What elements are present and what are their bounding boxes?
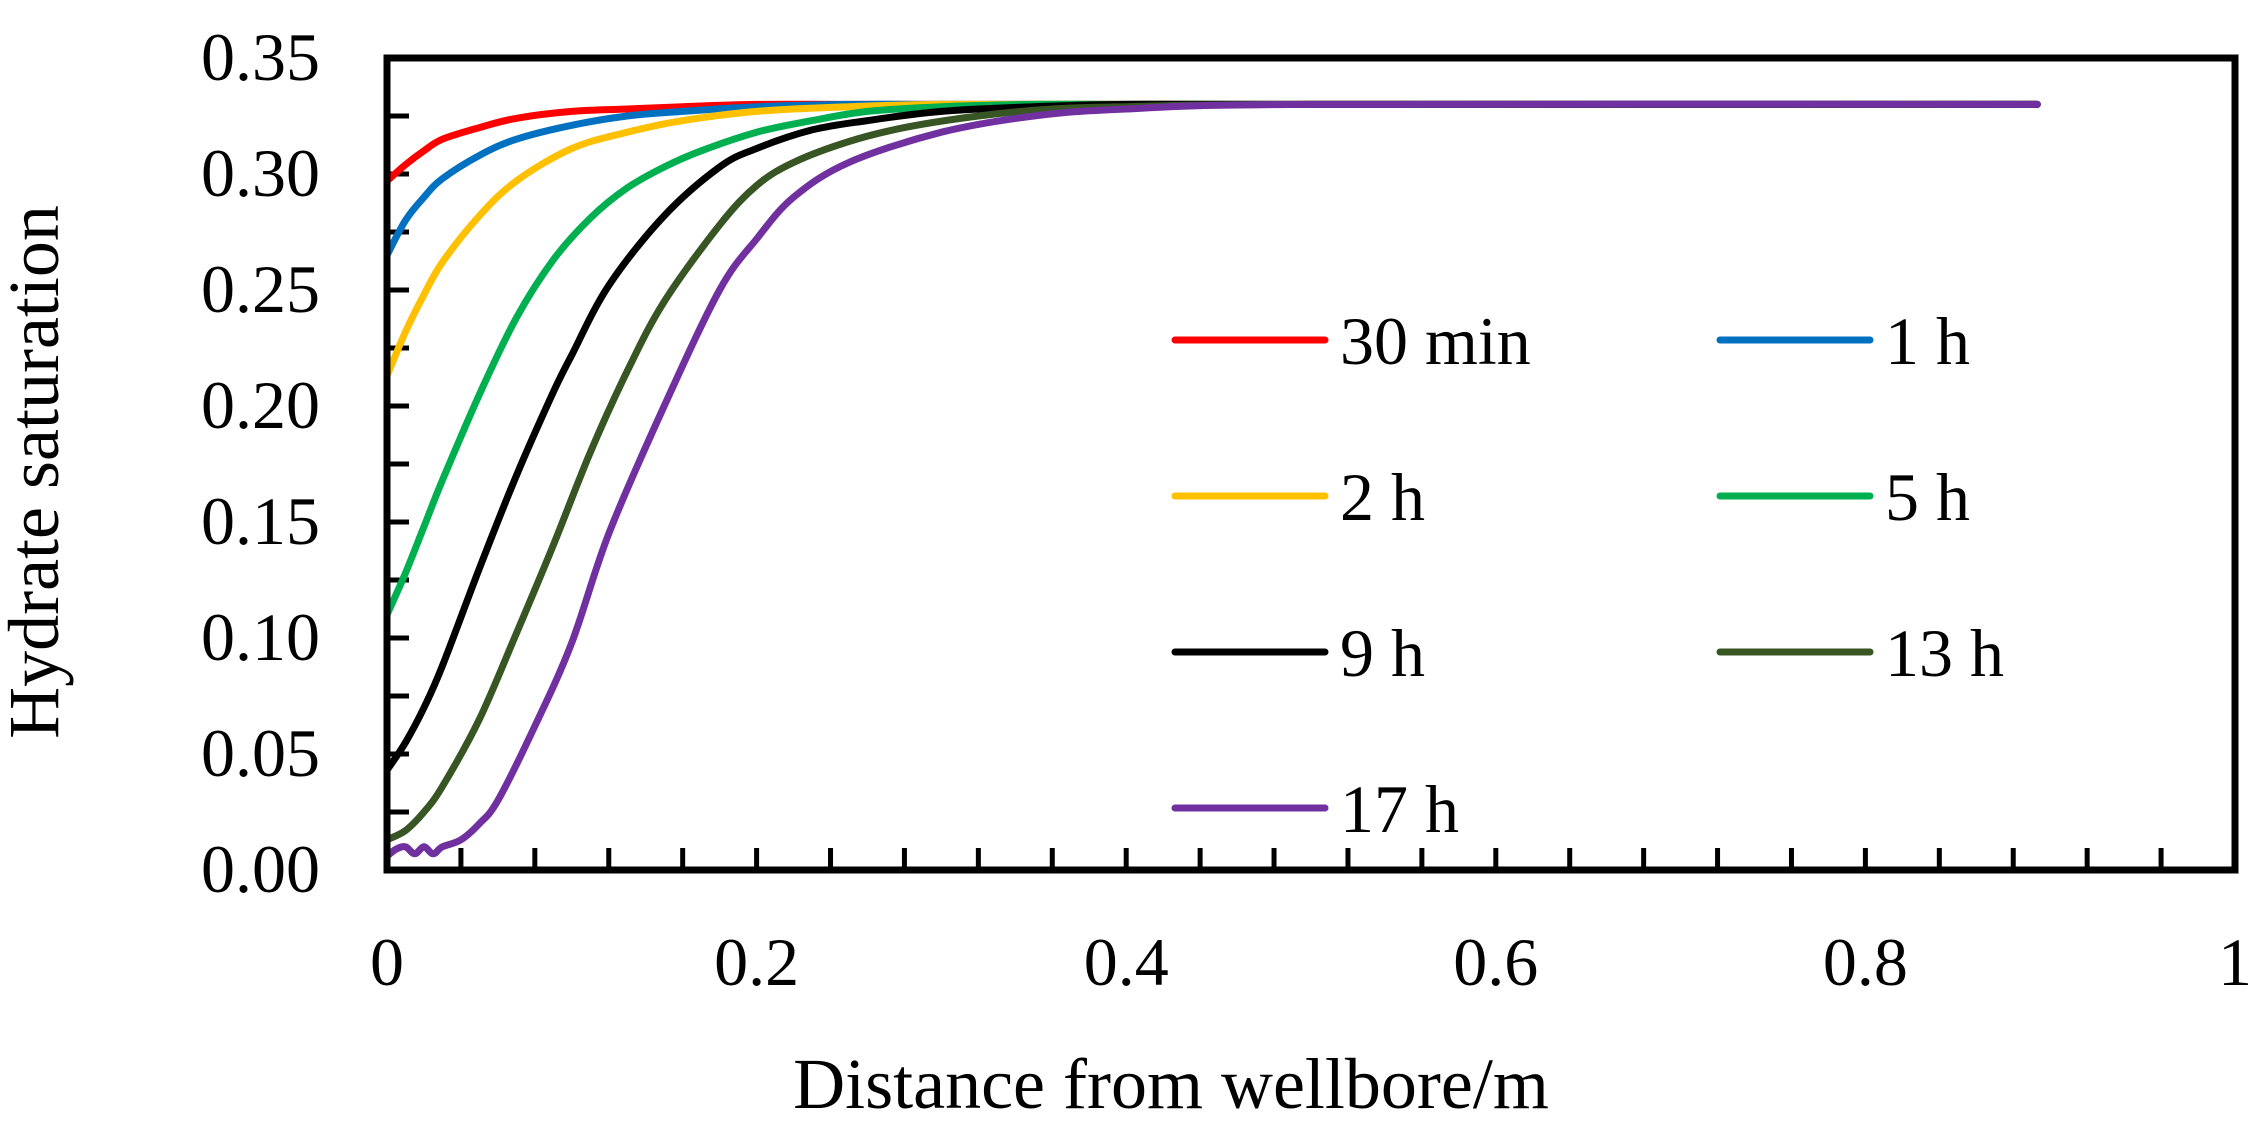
legend: 30 min 1 h 2 h 5 h 9 h 13 h 17 h bbox=[1171, 303, 2004, 847]
legend-label-17-h: 17 h bbox=[1340, 771, 1459, 847]
legend-label-5-h: 5 h bbox=[1885, 459, 1970, 535]
x-axis-title: Distance from wellbore/m bbox=[793, 1044, 1549, 1124]
series-line-9-h bbox=[383, 100, 2041, 774]
x-tick-label: 0.6 bbox=[1453, 924, 1538, 1000]
x-tick-label: 0 bbox=[370, 924, 404, 1000]
y-tick-label: 0.10 bbox=[201, 599, 320, 675]
x-tick-label: 0.2 bbox=[714, 924, 799, 1000]
y-tick-label: 0.15 bbox=[201, 483, 320, 559]
plot-frame bbox=[383, 54, 2239, 874]
y-tick-label: 0.00 bbox=[201, 831, 320, 907]
x-tick-label: 1 bbox=[2218, 924, 2252, 1000]
x-tick-label: 0.8 bbox=[1823, 924, 1908, 1000]
y-tick-label: 0.25 bbox=[201, 251, 320, 327]
legend-label-9-h: 9 h bbox=[1340, 615, 1425, 691]
y-tick-label: 0.20 bbox=[201, 367, 320, 443]
y-tick-label: 0.30 bbox=[201, 135, 320, 211]
legend-label-1-h: 1 h bbox=[1885, 303, 1970, 379]
y-axis-title: Hydrate saturation bbox=[0, 205, 74, 739]
series-line-2-h bbox=[383, 100, 2041, 380]
y-tick-label: 0.35 bbox=[201, 19, 320, 95]
legend-label-13-h: 13 h bbox=[1885, 615, 2004, 691]
x-tick-label: 0.4 bbox=[1084, 924, 1169, 1000]
y-tick-label: 0.05 bbox=[201, 715, 320, 791]
legend-label-2-h: 2 h bbox=[1340, 459, 1425, 535]
series-line-17-h bbox=[383, 100, 2041, 860]
legend-label-30-min: 30 min bbox=[1340, 303, 1531, 379]
